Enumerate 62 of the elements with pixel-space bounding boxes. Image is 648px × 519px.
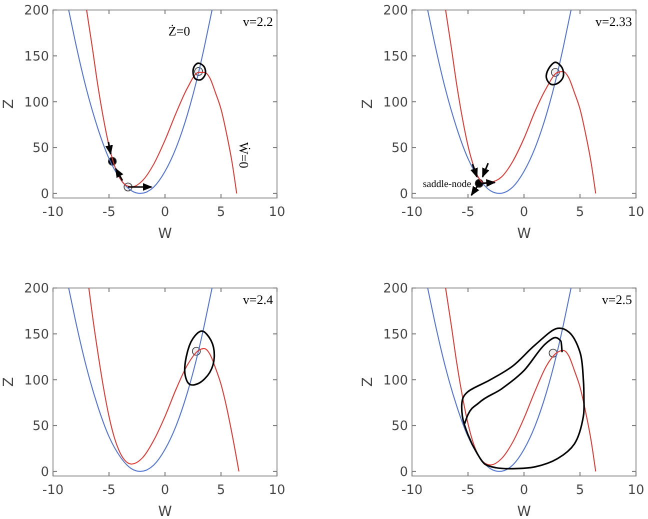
annotation: saddle-node bbox=[422, 178, 472, 190]
y-tick-label: 50 bbox=[32, 141, 49, 156]
y-tick-label: 50 bbox=[391, 419, 408, 434]
line-series bbox=[86, 10, 238, 194]
x-tick-label: 10 bbox=[628, 205, 644, 220]
y-axis-title: Z bbox=[360, 377, 376, 387]
x-tick-label: 10 bbox=[268, 483, 286, 498]
y-tick-label: 100 bbox=[24, 373, 49, 388]
line-series bbox=[445, 288, 596, 472]
x-axis-title: W bbox=[517, 504, 532, 519]
x-axis-title: W bbox=[517, 226, 532, 242]
x-tick-label: 0 bbox=[520, 483, 528, 498]
x-tick-label: 5 bbox=[576, 483, 584, 498]
y-tick-label: 100 bbox=[383, 95, 408, 110]
x-tick-label: -5 bbox=[102, 483, 116, 498]
y-tick-label: 0 bbox=[400, 464, 408, 480]
y-tick-label: 200 bbox=[383, 4, 408, 19]
y-tick-label: 100 bbox=[383, 373, 408, 388]
x-tick-label: -5 bbox=[462, 483, 474, 498]
chart-title: v=2.2 bbox=[242, 14, 273, 29]
x-tick-label: -10 bbox=[42, 483, 64, 498]
y-tick-label: 200 bbox=[24, 282, 49, 297]
x-tick-label: 10 bbox=[268, 205, 286, 220]
line-series bbox=[68, 10, 213, 194]
y-tick-label: 0 bbox=[40, 186, 49, 202]
x-tick-label: 0 bbox=[160, 483, 170, 498]
chart-title: v=2.5 bbox=[602, 292, 632, 307]
y-tick-label: 50 bbox=[32, 419, 49, 434]
y-axis-title: Z bbox=[360, 99, 376, 109]
line-series bbox=[464, 336, 563, 425]
x-tick-label: 0 bbox=[520, 205, 528, 220]
y-tick-label: 150 bbox=[24, 327, 49, 342]
x-tick-label: 0 bbox=[160, 205, 170, 220]
chart-title: v=2.4 bbox=[242, 292, 274, 307]
line-series bbox=[68, 288, 213, 472]
annotation: Ż=0 bbox=[168, 24, 190, 39]
x-axis-title: W bbox=[158, 226, 172, 242]
x-tick-label: -10 bbox=[401, 205, 423, 220]
y-tick-label: 150 bbox=[383, 327, 408, 342]
y-tick-label: 150 bbox=[383, 49, 408, 64]
y-tick-label: 200 bbox=[24, 4, 49, 19]
x-tick-label: -5 bbox=[462, 205, 474, 220]
x-tick-label: 10 bbox=[628, 483, 644, 498]
x-tick-label: -10 bbox=[42, 205, 64, 220]
line-series bbox=[427, 288, 572, 472]
y-tick-label: 0 bbox=[400, 186, 408, 202]
y-tick-label: 50 bbox=[391, 141, 408, 156]
x-tick-label: 5 bbox=[576, 205, 584, 220]
y-tick-label: 0 bbox=[40, 464, 49, 480]
chart-title: v=2.33 bbox=[595, 14, 632, 29]
y-tick-label: 150 bbox=[24, 49, 49, 64]
x-tick-label: -5 bbox=[102, 205, 116, 220]
x-axis-title: W bbox=[158, 504, 172, 519]
y-tick-label: 200 bbox=[383, 282, 408, 297]
line-series bbox=[88, 288, 240, 472]
x-tick-label: 5 bbox=[216, 205, 226, 220]
y-tick-label: 100 bbox=[24, 95, 49, 110]
annotation: Ẇ=0 bbox=[236, 142, 252, 168]
y-axis-title: Z bbox=[1, 377, 17, 387]
y-axis-title: Z bbox=[1, 99, 17, 109]
x-tick-label: 5 bbox=[216, 483, 226, 498]
x-tick-label: -10 bbox=[401, 483, 423, 498]
